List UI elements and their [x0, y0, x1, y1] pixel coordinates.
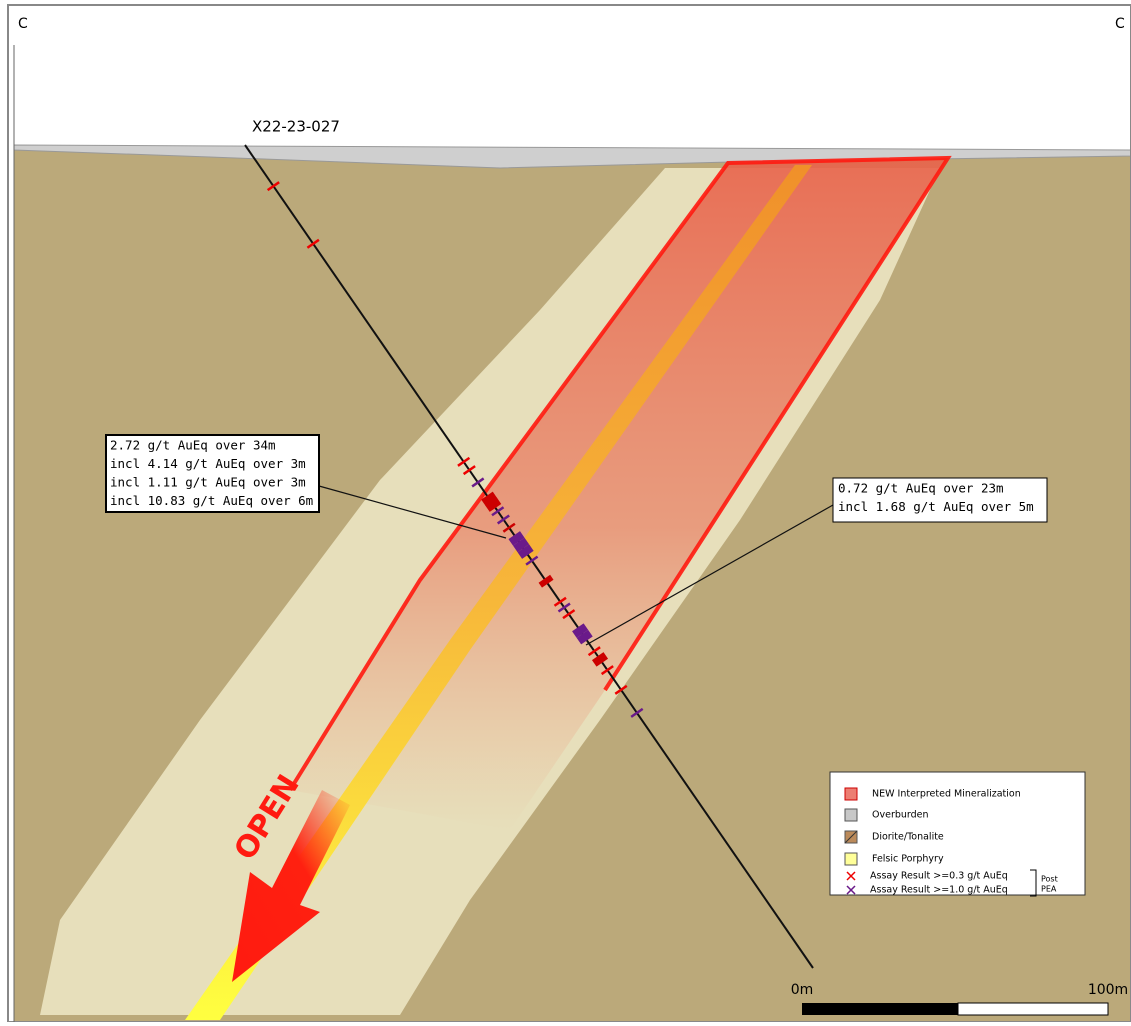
- scale-bar: [802, 1003, 958, 1015]
- legend-label: Assay Result >=1.0 g/t AuEq: [870, 885, 1008, 896]
- callout-text: incl 10.83 g/t AuEq over 6m: [110, 493, 313, 508]
- section-label: C: [1115, 16, 1125, 32]
- scale-label: 0m: [791, 982, 814, 998]
- legend-swatch: [845, 788, 857, 800]
- section-label: C: [18, 16, 28, 32]
- cross-section: C C X22-23-027 2.72 g/t AuEq over 34m inc…: [0, 0, 1131, 1022]
- callout-text: incl 4.14 g/t AuEq over 3m: [110, 456, 306, 471]
- legend-swatch: [845, 809, 857, 821]
- scale-bar: [958, 1003, 1108, 1015]
- drill-hole-label: X22-23-027: [252, 118, 340, 136]
- callout-text: incl 1.11 g/t AuEq over 3m: [110, 475, 306, 490]
- legend-swatch: [845, 853, 857, 865]
- legend-label: NEW Interpreted Mineralization: [872, 789, 1021, 800]
- legend-label: Overburden: [872, 810, 929, 821]
- callout-text: 2.72 g/t AuEq over 34m: [110, 438, 276, 453]
- legend-label: Felsic Porphyry: [872, 854, 944, 865]
- callout-text: 0.72 g/t AuEq over 23m: [838, 481, 1004, 496]
- legend-label: Diorite/Tonalite: [872, 832, 944, 843]
- legend-bracket-label: Post: [1041, 875, 1058, 884]
- callout-text: incl 1.68 g/t AuEq over 5m: [838, 499, 1034, 514]
- legend-bracket-label: PEA: [1041, 885, 1057, 894]
- scale-label: 100m: [1088, 982, 1128, 998]
- legend-label: Assay Result >=0.3 g/t AuEq: [870, 871, 1008, 882]
